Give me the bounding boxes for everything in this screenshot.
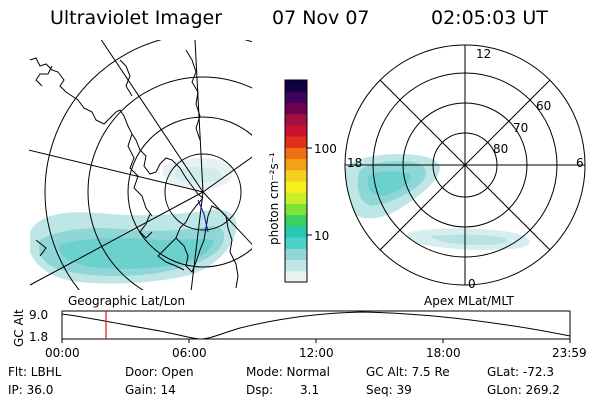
colorbar-unit-label: photon cm⁻²s⁻¹ bbox=[267, 152, 281, 245]
mlt-label-18: 18 bbox=[347, 156, 363, 170]
colorbar-cell bbox=[285, 136, 307, 148]
colorbar-label-100: 100 bbox=[314, 142, 337, 156]
mlt-label-0: 0 bbox=[468, 277, 476, 291]
colorbar-cell bbox=[285, 259, 307, 272]
colorbar-cell bbox=[285, 147, 307, 160]
colorbar-cell bbox=[285, 225, 307, 238]
orbit-xtick-1: 06:00 bbox=[172, 346, 207, 360]
colorbar-cell bbox=[285, 169, 307, 182]
colorbar-cell bbox=[285, 102, 307, 115]
mlt-label-6: 6 bbox=[576, 156, 584, 170]
colorbar bbox=[284, 79, 312, 283]
status-dsp-value: 3.1 bbox=[300, 383, 320, 397]
observation-time: 02:05:03 UT bbox=[431, 7, 548, 29]
geographic-map-label: Geographic Lat/Lon bbox=[68, 294, 186, 308]
coastlines bbox=[29, 49, 239, 289]
orbit-plot bbox=[61, 310, 571, 343]
colorbar-cell bbox=[285, 248, 307, 261]
orbit-xtick-3: 18:00 bbox=[426, 346, 461, 360]
status-mode: Mode: Normal bbox=[246, 365, 330, 379]
colorbar-cell bbox=[285, 203, 307, 216]
orbit-xtick-2: 12:00 bbox=[299, 346, 334, 360]
colorbar-cell bbox=[285, 124, 307, 137]
mlat-label-70: 70 bbox=[513, 121, 529, 135]
colorbar-cell bbox=[285, 237, 307, 249]
colorbar-cell bbox=[285, 192, 307, 204]
ground-track bbox=[197, 199, 209, 233]
orbit-ytick-top: 9.0 bbox=[29, 308, 49, 322]
colorbar-cells bbox=[285, 80, 307, 283]
mlat-label-80: 80 bbox=[493, 142, 509, 156]
status-glat: GLat: -72.3 bbox=[487, 365, 554, 379]
status-gc-alt: GC Alt: 7.5 Re bbox=[366, 365, 450, 379]
orbit-x-ticks bbox=[61, 339, 571, 343]
colorbar-cell bbox=[285, 270, 307, 283]
status-glon: GLon: 269.2 bbox=[487, 383, 560, 397]
mlat-label-60: 60 bbox=[536, 99, 552, 113]
apex-map-label: Apex MLat/MLT bbox=[424, 294, 514, 308]
altitude-curve bbox=[61, 311, 571, 340]
orbit-xtick-0: 00:00 bbox=[45, 346, 80, 360]
meridian-lines bbox=[29, 40, 252, 290]
colorbar-cell bbox=[285, 214, 307, 227]
colorbar-cell bbox=[285, 91, 307, 103]
orbit-ytick-bottom: 1.8 bbox=[29, 330, 49, 344]
observation-date: 07 Nov 07 bbox=[272, 7, 370, 29]
mlt-label-12: 12 bbox=[476, 47, 492, 61]
status-dsp-label: Dsp: bbox=[246, 383, 274, 397]
status-gain: Gain: 14 bbox=[125, 383, 176, 397]
status-ip: IP: 36.0 bbox=[8, 383, 54, 397]
colorbar-cell bbox=[285, 158, 307, 171]
instrument-title: Ultraviolet Imager bbox=[50, 7, 223, 29]
status-seq: Seq: 39 bbox=[366, 383, 412, 397]
latitude-rings bbox=[44, 40, 252, 290]
status-door: Door: Open bbox=[125, 365, 194, 379]
orbit-xtick-4: 23:59 bbox=[552, 346, 587, 360]
geographic-map bbox=[29, 40, 252, 290]
colorbar-label-10: 10 bbox=[314, 229, 330, 243]
status-filter: Flt: LBHL bbox=[8, 365, 62, 379]
colorbar-cell bbox=[285, 181, 307, 193]
colorbar-cell bbox=[285, 113, 307, 126]
colorbar-cell bbox=[285, 80, 307, 92]
apex-map bbox=[344, 44, 586, 286]
colorbar-frame bbox=[284, 79, 308, 283]
right-aurora bbox=[345, 154, 530, 251]
orbit-ylabel: GC Alt bbox=[12, 309, 26, 347]
mlt-lines bbox=[345, 45, 585, 285]
